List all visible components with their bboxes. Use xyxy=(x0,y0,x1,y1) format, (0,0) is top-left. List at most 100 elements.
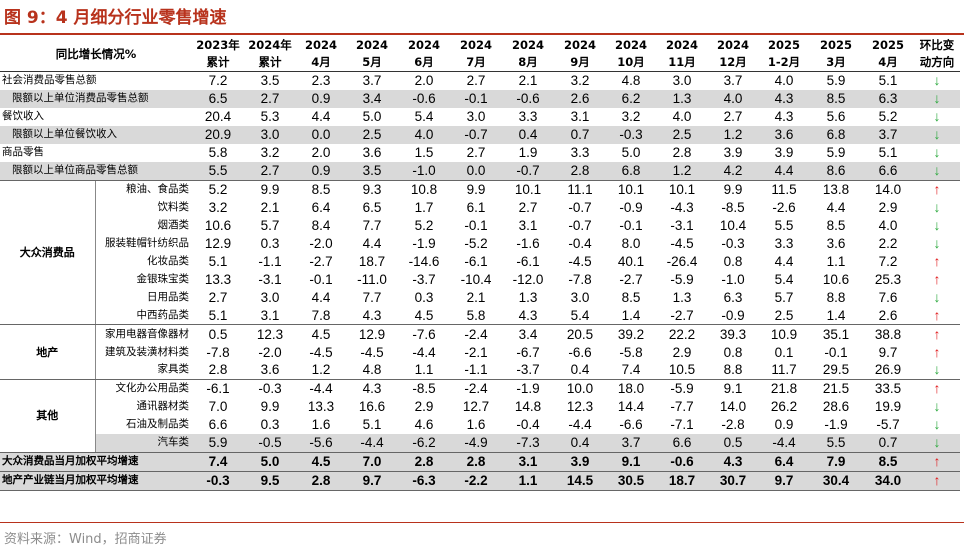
header-trend-top: 环比变 xyxy=(919,38,955,52)
value-cell: 4.4 xyxy=(311,289,331,305)
trend-cell: ↑ xyxy=(914,180,960,198)
value-cell: 5.1 xyxy=(192,306,244,326)
value-cell: -2.2 xyxy=(450,471,502,491)
value-cell: 1.7 xyxy=(414,200,434,216)
value-cell: -4.3 xyxy=(670,200,694,216)
trend-cell: ↓ xyxy=(914,89,960,108)
value-cell: -6.1 xyxy=(516,253,540,269)
header-period-cell: 7月 xyxy=(450,54,502,72)
table-row: 服装鞋帽针纺织品 12.9 0.3 -2.0 4.4 -1.9 -5.2 -1.6 -0.4 8.… xyxy=(0,234,960,253)
table-row: 石油及制品类 6.6 0.3 1.6 5.1 4.6 1.6 -0.4 -4.4 -6.6 -7.1… xyxy=(0,415,960,434)
value-cell: 6.6 xyxy=(208,417,228,433)
value-cell: -3.7 xyxy=(502,361,554,380)
header-period-cell: 1-2月 xyxy=(758,54,810,72)
row-label: 限额以上单位消费品零售总额 xyxy=(0,89,192,108)
value-cell: 2.7 xyxy=(466,145,486,161)
value-cell: 30.5 xyxy=(606,471,656,491)
value-cell: 5.7 xyxy=(260,217,280,233)
value-cell: 6.1 xyxy=(466,200,486,216)
value-cell: 3.3 xyxy=(518,109,538,125)
summary-label: 地产产业链当月加权平均增速 xyxy=(0,471,192,491)
row-label: 建筑及装潢材料类 xyxy=(94,343,192,361)
value-cell: 7.2 xyxy=(208,73,228,89)
table-row: 大众消费品 粮油、食品类 5.2 9.9 8.5 9.3 10.8 9.9 10.1 11.1 10… xyxy=(0,180,960,326)
value-cell: 5.5 xyxy=(774,217,794,233)
value-cell: 0.3 xyxy=(260,235,280,251)
value-cell: 2.5 xyxy=(656,125,708,144)
value-cell: -4.4 xyxy=(568,417,592,433)
value-cell: 5.4 xyxy=(414,109,434,125)
value-cell: 4.5 xyxy=(311,326,331,342)
value-cell: 7.9 xyxy=(810,452,862,472)
value-cell: 0.1 xyxy=(774,344,794,360)
group-label: 大众消费品 xyxy=(0,180,96,326)
header-period-cell: 累计 xyxy=(192,54,244,72)
summary-label: 大众消费品当月加权平均增速 xyxy=(0,452,192,472)
value-cell: 5.1 xyxy=(878,73,898,89)
value-cell: -4.5 xyxy=(309,344,333,360)
value-cell: 3.1 xyxy=(518,217,538,233)
value-cell: -0.1 xyxy=(824,344,848,360)
row-label: 文化办公用品类 xyxy=(94,379,192,398)
header-year-cell: 2024 xyxy=(614,38,647,52)
value-cell: 35.1 xyxy=(822,326,850,342)
value-cell: 5.7 xyxy=(774,289,794,305)
value-cell: 4.3 xyxy=(758,89,810,108)
value-cell: 1.1 xyxy=(502,471,554,491)
row-label: 通讯器材类 xyxy=(94,397,192,416)
value-cell: -7.8 xyxy=(568,271,592,287)
value-cell: 20.5 xyxy=(566,326,594,342)
value-cell: -0.3 xyxy=(721,235,745,251)
table-row: 商品零售 5.8 3.2 2.0 3.6 1.5 2.7 1.9 3.3 5.0 2.8 3.9 3.9… xyxy=(0,144,960,162)
value-cell: 3.6 xyxy=(244,361,296,380)
value-cell: 7.4 xyxy=(192,452,244,472)
value-cell: -4.4 xyxy=(758,433,810,453)
value-cell: 0.4 xyxy=(554,433,606,453)
value-cell: 2.9 xyxy=(878,200,898,216)
value-cell: 0.9 xyxy=(296,161,346,181)
trend-cell: ↓ xyxy=(914,161,960,181)
value-cell: 39.3 xyxy=(719,326,747,342)
value-cell: 10.1 xyxy=(514,182,542,198)
value-cell: 2.8 xyxy=(450,452,502,472)
value-cell: 4.3 xyxy=(708,452,758,472)
header-period-cell: 累计 xyxy=(244,54,296,72)
header-year-cell: 2024 xyxy=(407,38,440,52)
value-cell: 16.6 xyxy=(358,399,386,415)
value-cell: -0.1 xyxy=(309,271,333,287)
trend-cell: ↓ xyxy=(914,125,960,144)
value-cell: -14.6 xyxy=(408,253,440,269)
row-label: 家用电器音像器材 xyxy=(94,324,192,344)
trend-cell: ↓ xyxy=(914,72,960,90)
header-year-cell: 2025 xyxy=(871,38,904,52)
value-cell: 5.1 xyxy=(878,145,898,161)
value-cell: 9.1 xyxy=(606,452,656,472)
header-period-cell: 4月 xyxy=(862,54,914,72)
value-cell: 33.5 xyxy=(874,381,902,397)
value-cell: 3.0 xyxy=(260,289,280,305)
value-cell: -0.4 xyxy=(516,417,540,433)
value-cell: 2.7 xyxy=(518,200,538,216)
header-period-cell: 5月 xyxy=(346,54,398,72)
value-cell: 12.7 xyxy=(462,399,490,415)
value-cell: 13.3 xyxy=(307,399,335,415)
value-cell: -0.7 xyxy=(568,200,592,216)
value-cell: 1.4 xyxy=(810,306,862,326)
table-row: 家具类 2.8 3.6 1.2 4.8 1.1 -1.1 -3.7 0.4 7.4 10.5 8.8 1… xyxy=(0,361,960,380)
value-cell: 19.9 xyxy=(874,399,902,415)
value-cell: 14.4 xyxy=(617,399,645,415)
value-cell: 7.0 xyxy=(208,399,228,415)
value-cell: 12.3 xyxy=(256,326,284,342)
value-cell: 8.5 xyxy=(311,182,331,198)
value-cell: 3.6 xyxy=(826,235,846,251)
value-cell: -0.6 xyxy=(502,89,554,108)
value-cell: 3.2 xyxy=(260,145,280,161)
value-cell: 4.2 xyxy=(708,161,758,181)
table-row: 其他 文化办公用品类 -6.1 -0.3 -4.4 4.3 -8.5 -2.4 -1.9 10.0… xyxy=(0,379,960,453)
header-year-cell: 2024年 xyxy=(248,38,292,52)
header-trend-bottom: 动方向 xyxy=(914,54,960,72)
value-cell: 6.4 xyxy=(311,200,331,216)
value-cell: 8.0 xyxy=(621,235,641,251)
value-cell: -0.4 xyxy=(568,235,592,251)
value-cell: 38.8 xyxy=(874,326,902,342)
